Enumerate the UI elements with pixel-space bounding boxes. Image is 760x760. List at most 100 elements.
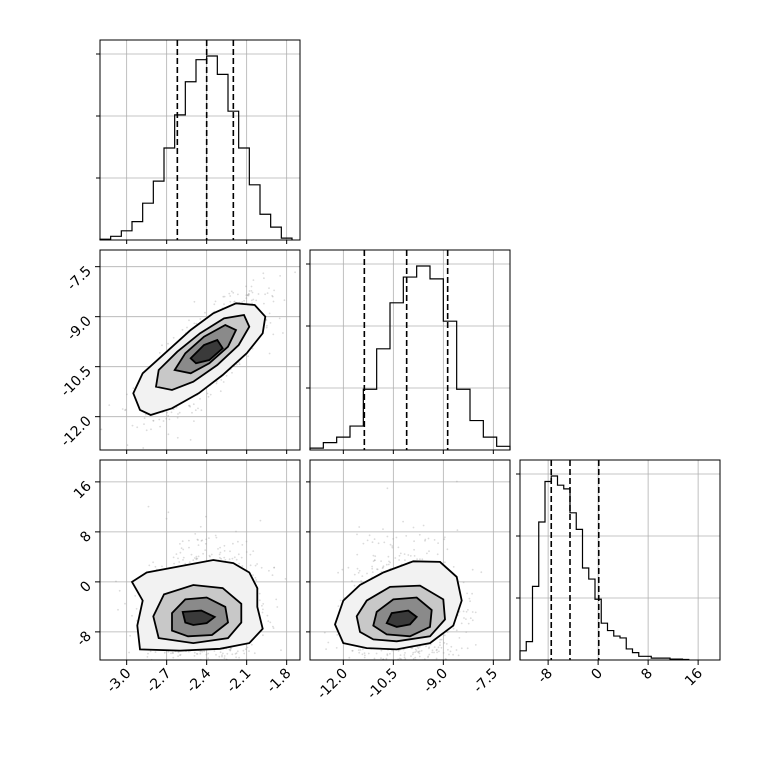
sample-point: [197, 539, 199, 541]
sample-point: [214, 661, 216, 663]
sample-point: [469, 600, 471, 603]
sample-point: [362, 648, 364, 651]
sample-point: [436, 651, 438, 654]
sample-point: [134, 595, 137, 597]
sample-point: [233, 300, 236, 303]
sample-point: [373, 538, 376, 540]
sample-point: [209, 555, 211, 558]
sample-point: [258, 599, 261, 602]
sample-point: [201, 539, 204, 542]
sample-point: [412, 651, 415, 654]
sample-point: [411, 647, 413, 650]
sample-point: [269, 621, 272, 624]
sample-point: [248, 290, 251, 292]
sample-point: [452, 566, 455, 568]
sample-point: [448, 653, 450, 656]
sample-point: [204, 311, 206, 314]
joint-panel-0-2: [99, 459, 301, 709]
sample-point: [228, 662, 230, 664]
sample-point: [404, 658, 407, 660]
panel-frame: [99, 249, 301, 451]
sample-point: [268, 569, 270, 572]
sample-point: [228, 558, 231, 561]
sample-point: [251, 347, 254, 350]
x-tick-label: -2.1: [224, 666, 255, 697]
sample-point: [353, 584, 356, 587]
sample-point: [336, 634, 339, 636]
sample-point: [406, 661, 408, 663]
sample-point: [228, 648, 231, 651]
sample-point: [371, 571, 374, 573]
sample-point: [194, 409, 197, 412]
sample-point: [238, 363, 241, 366]
sample-point: [177, 413, 179, 415]
sample-point: [337, 605, 340, 608]
sample-point: [180, 673, 182, 675]
sample-point: [469, 617, 472, 620]
sample-point: [440, 665, 442, 667]
sample-point: [199, 652, 202, 655]
sample-point: [250, 285, 253, 288]
sample-point: [206, 392, 209, 395]
sample-point: [403, 656, 406, 659]
sample-point: [452, 653, 454, 656]
sample-point: [242, 649, 245, 652]
sample-point: [422, 524, 425, 527]
sample-point: [439, 641, 441, 644]
sample-point: [445, 643, 448, 645]
sample-point: [205, 538, 208, 541]
contour-line-3: [385, 609, 419, 628]
sample-point: [252, 298, 255, 301]
panel-frame: [99, 39, 301, 241]
sample-point: [411, 653, 414, 656]
sample-point: [207, 652, 210, 655]
contour-line-1: [355, 584, 446, 643]
sample-point: [214, 670, 216, 672]
sample-point: [413, 668, 415, 670]
sample-point: [175, 680, 177, 682]
sample-point: [244, 648, 247, 651]
sample-point: [433, 646, 436, 648]
sample-point: [188, 404, 190, 407]
sample-point: [427, 655, 430, 658]
sample-point: [162, 420, 165, 422]
x-tick-label: -1.8: [264, 666, 295, 697]
sample-point: [458, 637, 461, 639]
sample-point: [167, 650, 170, 653]
sample-point: [158, 352, 161, 354]
sample-point: [383, 541, 386, 544]
sample-point: [124, 408, 127, 411]
marginal-panel-2: [516, 459, 721, 661]
sample-point: [234, 653, 237, 655]
sample-point: [446, 631, 449, 633]
sample-point: [428, 550, 430, 553]
sample-point: [418, 652, 421, 655]
x-tick-label: -2.4: [184, 665, 215, 696]
panel-frame: [519, 459, 721, 661]
sample-point: [236, 363, 238, 366]
density-fill-3: [386, 610, 417, 627]
sample-point: [129, 634, 132, 637]
sample-point: [167, 414, 170, 417]
sample-point: [266, 292, 269, 294]
x-tick-label: 8: [638, 666, 656, 684]
sample-point: [420, 692, 422, 694]
sample-point: [131, 424, 134, 427]
sample-point: [115, 580, 117, 583]
sample-point: [376, 568, 378, 571]
sample-point: [170, 707, 172, 709]
sample-point: [365, 662, 367, 664]
sample-point: [209, 393, 212, 396]
sample-point: [241, 301, 244, 303]
density-fill-3: [182, 610, 215, 625]
sample-point: [394, 557, 397, 559]
sample-point: [357, 649, 360, 651]
sample-point: [177, 557, 179, 560]
sample-point: [435, 657, 438, 660]
sample-point: [193, 655, 196, 657]
sample-point: [385, 660, 387, 662]
sample-point: [124, 409, 126, 412]
sample-point: [466, 592, 468, 595]
sample-point: [440, 638, 443, 641]
sample-point: [173, 562, 176, 565]
